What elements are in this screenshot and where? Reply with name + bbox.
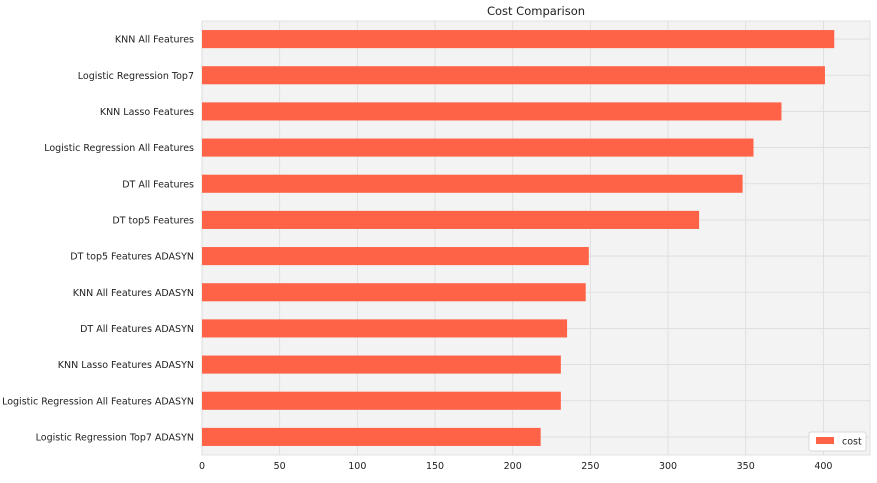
legend-swatch	[816, 437, 834, 444]
bar	[202, 283, 586, 302]
y-tick-label: DT top5 Features	[112, 215, 194, 226]
y-tick-label: Logistic Regression Top7 ADASYN	[36, 432, 194, 443]
y-tick-label: Logistic Regression Top7	[78, 71, 194, 82]
bar	[202, 66, 825, 85]
legend-box	[808, 431, 867, 452]
bar	[202, 210, 700, 229]
plot-background	[201, 20, 871, 456]
bar	[202, 174, 743, 193]
chart-title: Cost Comparison	[487, 4, 585, 18]
bar	[202, 30, 835, 49]
bar	[202, 391, 561, 410]
y-tick-labels: KNN All Features Logistic Regression Top7…	[2, 35, 194, 444]
x-tick-label: 150	[426, 461, 444, 472]
bars	[202, 30, 835, 446]
x-tick-label: 250	[581, 461, 599, 472]
bar	[202, 102, 782, 121]
x-tick-label: 50	[274, 461, 286, 472]
y-tick-label: KNN Lasso Features ADASYN	[58, 360, 194, 371]
x-tick-labels: 0 50 100 150 200 250 300 350 400	[199, 461, 832, 472]
x-tick-label: 100	[348, 461, 366, 472]
y-tick-label: Logistic Regression All Features ADASYN	[2, 396, 194, 407]
y-tick-label: DT All Features	[122, 179, 194, 190]
bar	[202, 247, 589, 266]
y-tick-label: DT top5 Features ADASYN	[70, 252, 194, 263]
x-tick-label: 400	[814, 461, 832, 472]
y-tick-label: KNN Lasso Features	[100, 107, 194, 118]
bar	[202, 138, 754, 157]
y-tick-label: DT All Features ADASYN	[80, 324, 194, 335]
x-tick-label: 350	[737, 461, 755, 472]
y-tick-label: Logistic Regression All Features	[44, 143, 194, 154]
bar	[202, 319, 568, 338]
x-tick-label: 300	[659, 461, 677, 472]
legend-label: cost	[842, 437, 862, 448]
x-tick-label: 0	[199, 461, 205, 472]
y-tick-label: KNN All Features	[115, 35, 194, 46]
legend: cost	[808, 431, 867, 452]
y-tick-label: KNN All Features ADASYN	[73, 288, 194, 299]
bar	[202, 427, 541, 446]
bar	[202, 355, 561, 374]
x-tick-label: 200	[504, 461, 522, 472]
